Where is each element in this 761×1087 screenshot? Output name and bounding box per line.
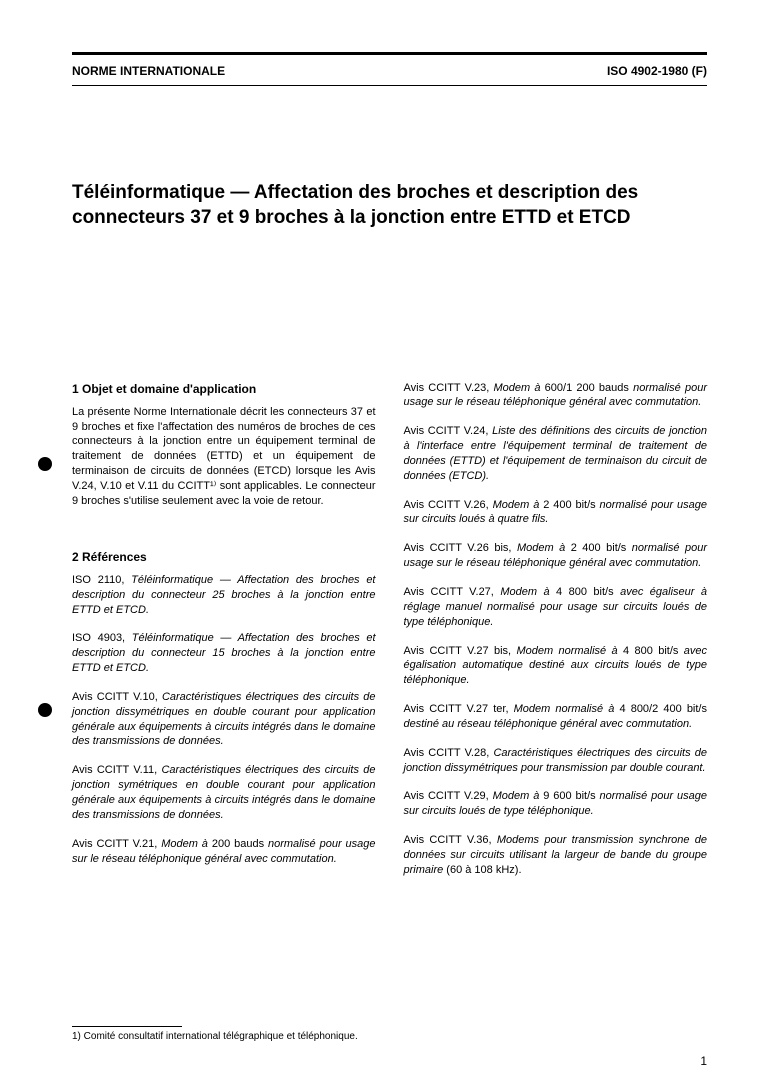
reference-item: Avis CCITT V.23, Modem à 600/1 200 bauds… [404, 381, 708, 411]
header-right: ISO 4902-1980 (F) [607, 63, 707, 79]
reference-value: 4 800 bit/s [556, 586, 614, 598]
reference-value: 200 bauds [212, 838, 264, 850]
reference-prefix: Avis CCITT V.26 bis, [404, 542, 517, 554]
reference-prefix: Avis CCITT V.29, [404, 790, 493, 802]
reference-prefix: ISO 4903, [72, 632, 132, 644]
reference-item: Avis CCITT V.24, Liste des définitions d… [404, 424, 708, 483]
header-left: NORME INTERNATIONALE [72, 63, 225, 79]
reference-prefix: Avis CCITT V.28, [404, 747, 494, 759]
page-number: 1 [700, 1053, 707, 1069]
reference-body: Modem à [161, 838, 212, 850]
margin-dot-icon [38, 457, 52, 471]
reference-item: Avis CCITT V.26, Modem à 2 400 bit/s nor… [404, 498, 708, 528]
reference-body: Modem à [493, 499, 544, 511]
reference-body: Modem à [493, 790, 544, 802]
reference-item: Avis CCITT V.27 bis, Modem normalisé à 4… [404, 644, 708, 689]
document-title: Téléinformatique — Affectation des broch… [72, 181, 707, 230]
reference-item: Avis CCITT V.28, Caractéristiques électr… [404, 746, 708, 776]
section-1-heading: 1 Objet et domaine d'application [72, 381, 376, 397]
left-column: 1 Objet et domaine d'application La prés… [72, 381, 376, 892]
reference-item: ISO 2110, Téléinformatique — Affectation… [72, 573, 376, 618]
reference-body: Modem à [500, 586, 556, 598]
reference-body: Modem à [517, 542, 571, 554]
section-1-body: La présente Norme Internationale décrit … [72, 405, 376, 509]
reference-prefix: Avis CCITT V.23, [404, 382, 494, 394]
reference-prefix: Avis CCITT V.24, [404, 425, 493, 437]
reference-value: 4 800/2 400 bit/s [619, 703, 707, 715]
reference-value: 2 400 bit/s [571, 542, 627, 554]
top-rule-thin [72, 85, 707, 86]
reference-prefix: Avis CCITT V.27, [404, 586, 501, 598]
reference-body-tail: destiné au réseau téléphonique général a… [404, 718, 693, 730]
header-row: NORME INTERNATIONALE ISO 4902-1980 (F) [72, 63, 707, 79]
reference-prefix: ISO 2110, [72, 574, 131, 586]
reference-item: Avis CCITT V.21, Modem à 200 bauds norma… [72, 837, 376, 867]
reference-prefix: Avis CCITT V.27 ter, [404, 703, 514, 715]
reference-prefix: Avis CCITT V.27 bis, [404, 645, 517, 657]
footnote-rule [72, 1026, 182, 1027]
reference-item: Avis CCITT V.11, Caractéristiques électr… [72, 763, 376, 822]
two-column-body: 1 Objet et domaine d'application La prés… [72, 381, 707, 892]
reference-body: Modem normalisé à [516, 645, 623, 657]
reference-value: 600/1 200 bauds [545, 382, 629, 394]
section-2-heading: 2 Références [72, 549, 376, 565]
reference-item: Avis CCITT V.26 bis, Modem à 2 400 bit/s… [404, 541, 708, 571]
footnote-text: 1) Comité consultatif international télé… [72, 1030, 358, 1044]
reference-item: ISO 4903, Téléinformatique — Affectation… [72, 631, 376, 676]
reference-prefix: Avis CCITT V.26, [404, 499, 493, 511]
margin-dot-icon [38, 703, 52, 717]
reference-value: 4 800 bit/s [623, 645, 678, 657]
reference-prefix: Avis CCITT V.21, [72, 838, 161, 850]
reference-prefix: Avis CCITT V.10, [72, 691, 162, 703]
reference-item: Avis CCITT V.29, Modem à 9 600 bit/s nor… [404, 789, 708, 819]
reference-item: Avis CCITT V.10, Caractéristiques électr… [72, 690, 376, 749]
reference-prefix: Avis CCITT V.11, [72, 764, 161, 776]
reference-value: (60 à 108 kHz). [446, 864, 521, 876]
reference-item: Avis CCITT V.27, Modem à 4 800 bit/s ave… [404, 585, 708, 630]
reference-body: Modem à [494, 382, 545, 394]
reference-item: Avis CCITT V.36, Modems pour transmissio… [404, 833, 708, 878]
right-column: Avis CCITT V.23, Modem à 600/1 200 bauds… [404, 381, 708, 892]
reference-value: 2 400 bit/s [543, 499, 595, 511]
reference-body: Modem normalisé à [514, 703, 620, 715]
reference-prefix: Avis CCITT V.36, [404, 834, 497, 846]
reference-value: 9 600 bit/s [543, 790, 595, 802]
reference-item: Avis CCITT V.27 ter, Modem normalisé à 4… [404, 702, 708, 732]
top-rule-thick [72, 52, 707, 55]
